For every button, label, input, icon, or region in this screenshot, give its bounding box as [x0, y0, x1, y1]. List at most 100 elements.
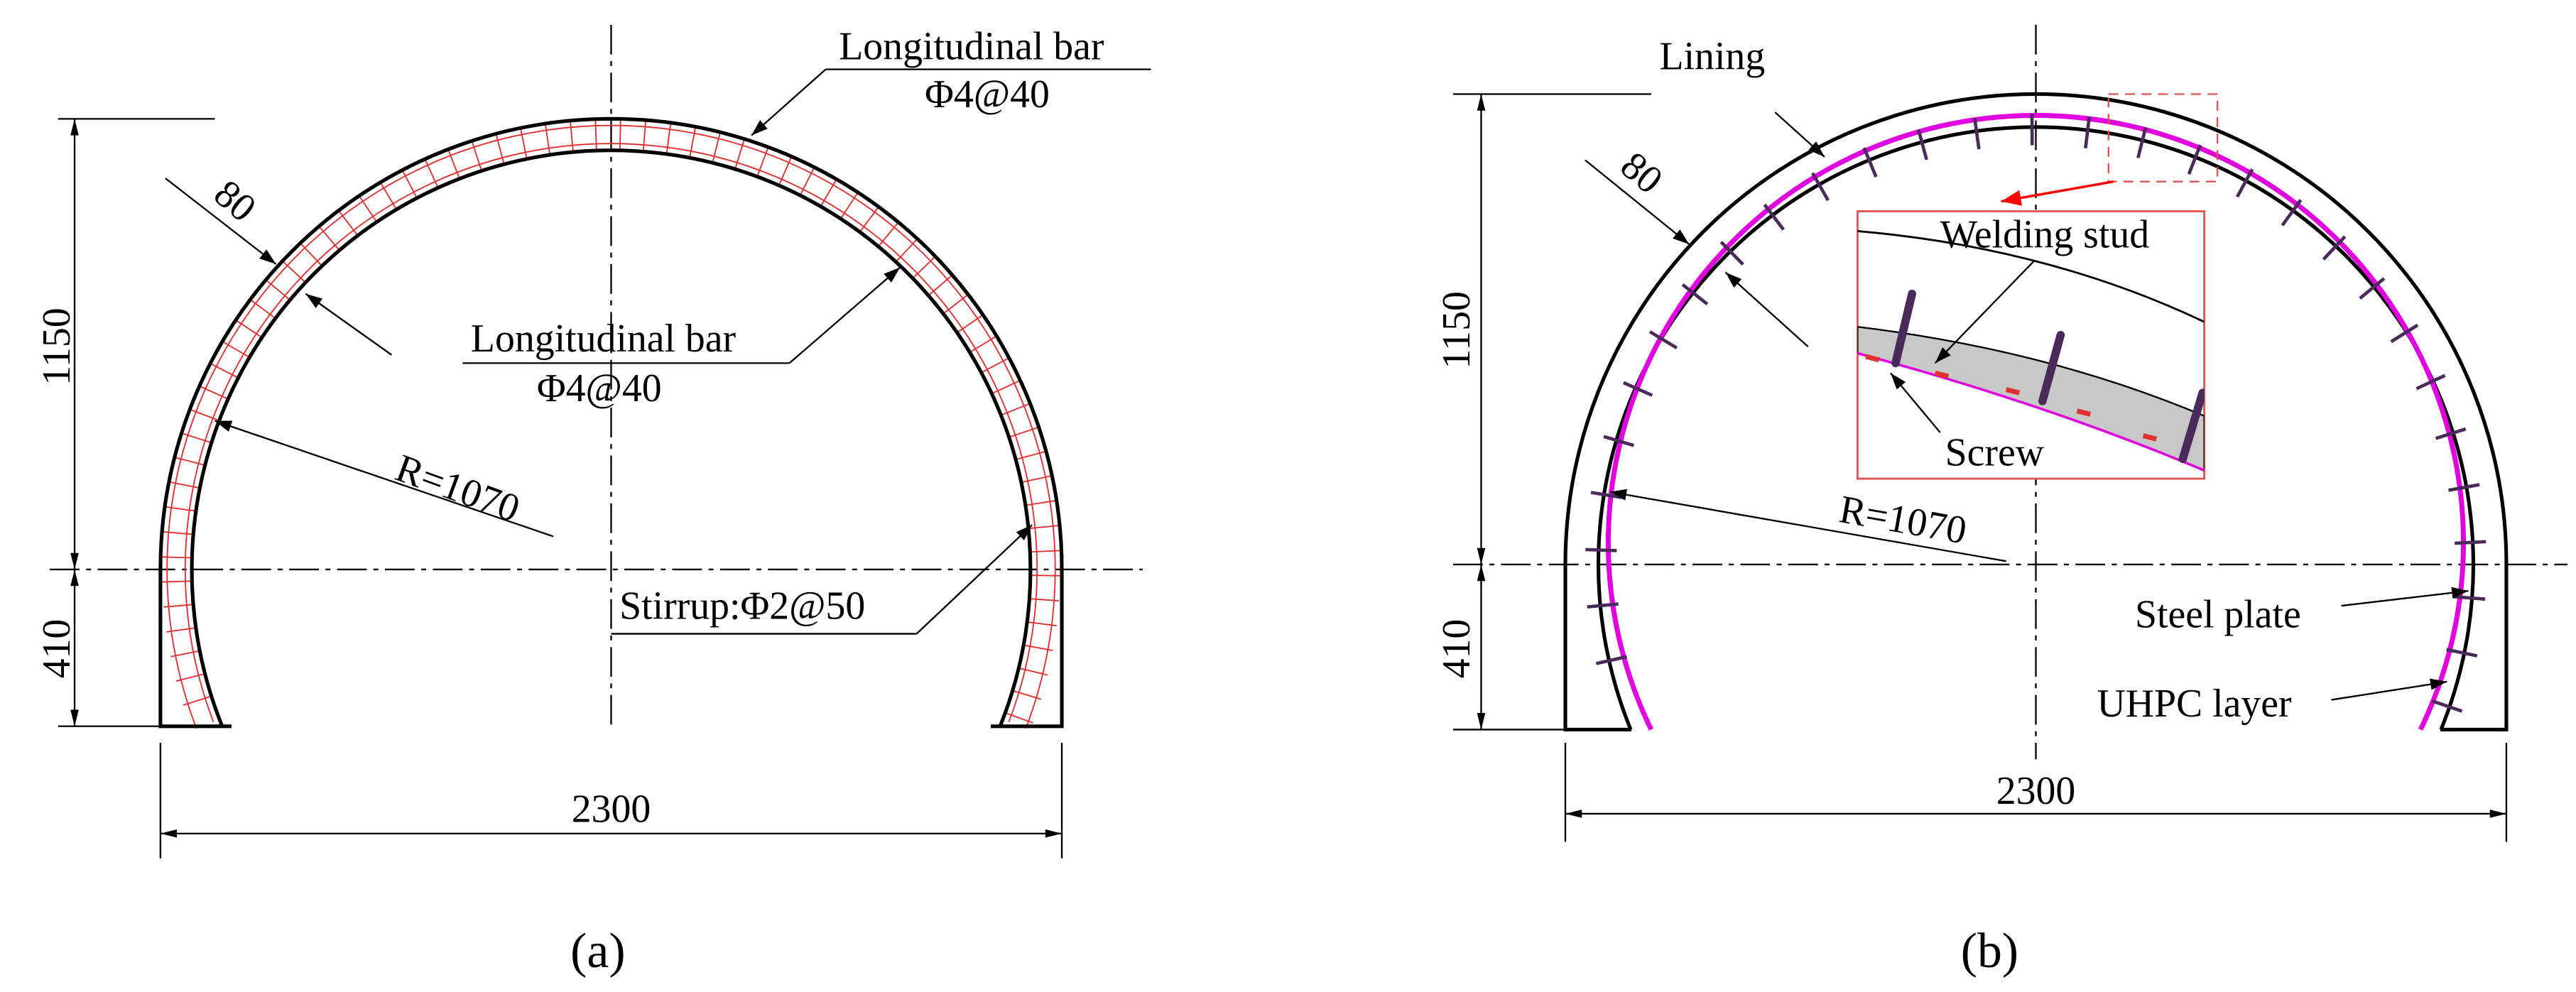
stirrup: [778, 158, 792, 185]
annotation: Screw: [1945, 430, 2045, 474]
stirrup: [1031, 550, 1060, 553]
detail-marker: [2107, 93, 2219, 182]
dimension-label: 410: [1435, 619, 1479, 679]
stirrup: [1020, 667, 1048, 676]
stirrup: [191, 409, 218, 421]
stud: [1622, 381, 1653, 397]
stud: [1587, 602, 1619, 609]
stirrup: [993, 380, 1019, 394]
stirrup: [300, 244, 322, 266]
stirrup: [841, 193, 858, 218]
stirrup: [472, 142, 482, 170]
stirrup: [447, 151, 460, 178]
stirrup: [266, 280, 290, 300]
stirrup: [175, 457, 204, 466]
stirrup: [211, 364, 237, 378]
welding-studs: [1585, 114, 2487, 713]
leader-line: [788, 266, 901, 364]
stud: [2281, 199, 2303, 227]
panel-label: (b): [1961, 924, 2018, 979]
dimension-label: 1150: [1435, 291, 1479, 369]
stirrup: [283, 261, 305, 282]
annotation: 80: [1612, 143, 1671, 202]
stud: [2446, 648, 2478, 658]
leader-line: [751, 68, 827, 136]
stirrup: [237, 320, 261, 337]
stirrup: [545, 125, 550, 153]
stud: [2435, 427, 2467, 440]
stirrup: [712, 133, 721, 162]
leader-line: [305, 293, 392, 356]
stud: [2455, 540, 2487, 545]
dimension-label: 2300: [1996, 769, 2076, 813]
annotation: Φ4@40: [925, 72, 1050, 116]
stud: [2187, 144, 2202, 175]
lining-edge: [1857, 230, 2205, 323]
annotation: Φ4@40: [537, 366, 662, 410]
stirrup: [982, 358, 1009, 373]
stirrup: [319, 227, 339, 250]
stirrup: [163, 531, 192, 535]
stirrup: [1028, 621, 1057, 627]
leader-line: [915, 524, 1033, 635]
leader-line: [165, 178, 277, 265]
stud: [2084, 116, 2091, 148]
stirrup: [1030, 525, 1058, 530]
stirrup: [251, 300, 275, 318]
stirrup: [166, 627, 195, 633]
stud: [1891, 289, 1916, 368]
longitudinal-bar: [166, 124, 1056, 729]
panel-a: 1150 410 2300 Longitudinal bar Φ4@40 Lon…: [35, 25, 1151, 979]
reinforcement-mesh: [162, 120, 1060, 729]
annotation: Lining: [1660, 35, 1766, 79]
screw: [1934, 370, 1950, 379]
stirrup: [821, 180, 837, 206]
stirrup: [879, 223, 898, 246]
annotation: Welding stud: [1940, 213, 2150, 257]
stirrup: [1013, 690, 1042, 700]
leader-line: [1890, 372, 1941, 433]
leader-line: [1774, 111, 1825, 158]
stirrup: [734, 140, 745, 168]
steel-plate: [1857, 351, 2205, 472]
stirrup: [689, 128, 696, 156]
screws: [1865, 354, 2158, 442]
dimension-label: 2300: [572, 787, 651, 832]
stirrup: [402, 171, 417, 197]
stud: [2038, 331, 2065, 405]
annotation: 80: [206, 171, 265, 230]
stirrup: [1002, 403, 1029, 415]
stirrup: [183, 696, 210, 706]
stirrup: [339, 211, 357, 235]
stirrup: [970, 336, 996, 352]
stirrup: [200, 386, 227, 399]
annotation: R=1070: [390, 446, 526, 531]
stirrup: [166, 506, 195, 512]
stirrup: [757, 148, 768, 175]
panel-label: (a): [570, 924, 625, 979]
stirrup: [425, 160, 438, 187]
inset-studs: [1891, 289, 2205, 464]
stud: [2359, 277, 2386, 300]
leader-line: [214, 420, 554, 538]
stirrup: [520, 129, 528, 158]
annotation: Steel plate: [2135, 592, 2301, 636]
stirrup: [944, 295, 967, 314]
leader-line: [1934, 260, 2035, 364]
stirrup: [929, 276, 952, 295]
uhpc-layer: [1606, 112, 2466, 731]
dimension-label: 410: [35, 619, 79, 679]
stud: [2390, 323, 2419, 344]
stirrup: [359, 197, 376, 222]
stirrup: [1023, 475, 1051, 483]
stirrup: [896, 239, 917, 261]
stirrup: [175, 673, 204, 682]
inner-edge: [190, 148, 1033, 727]
stirrup: [643, 121, 646, 151]
stirrup: [1025, 645, 1053, 651]
leader-line: [2341, 587, 2469, 607]
stirrup: [1017, 451, 1045, 460]
leader-line: [1609, 489, 2006, 562]
detail-arrow: [2001, 180, 2114, 206]
